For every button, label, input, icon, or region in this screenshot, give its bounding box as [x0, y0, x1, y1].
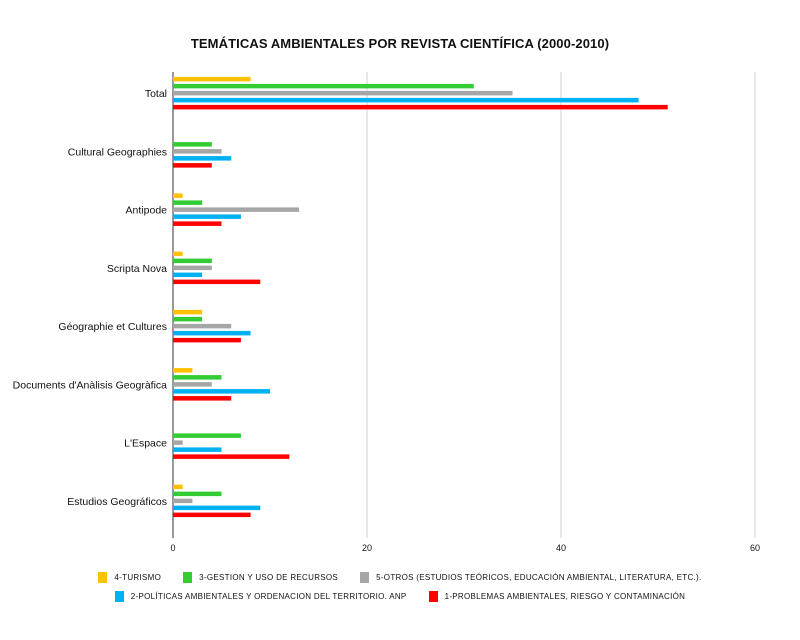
legend-label: 2-POLÍTICAS AMBIENTALES Y ORDENACION DEL… [130, 592, 407, 601]
legend-item: 4-TURISMO [98, 572, 161, 583]
x-tick-label: 0 [170, 543, 175, 553]
x-tick-label: 20 [362, 543, 372, 553]
legend-label: 1-PROBLEMAS AMBIENTALES, RIESGO Y CONTAM… [444, 592, 686, 601]
legend-swatch [428, 591, 438, 602]
bar [173, 83, 474, 89]
bar [173, 200, 203, 205]
category-label: Estudios Geográficos [67, 496, 167, 508]
legend-label: 3-GESTION Y USO DE RECURSOS [199, 573, 339, 582]
bars [173, 76, 668, 518]
chart-title: TEMÁTICAS AMBIENTALES POR REVISTA CIENTÍ… [190, 36, 610, 51]
category-labels: Total Cultural Geographies Antipode Scripta… [13, 88, 167, 508]
bar [173, 272, 203, 278]
legend-row: 2-POLÍTICAS AMBIENTALES Y ORDENACION DEL… [0, 591, 800, 602]
bar [173, 447, 222, 452]
legend-item: 3-GESTION Y USO DE RECURSOS [183, 572, 338, 583]
legend-label: 4-TURISMO [114, 573, 162, 582]
legend-swatch [114, 591, 124, 602]
legend-swatch [360, 572, 370, 583]
bar [173, 330, 251, 336]
bar [173, 505, 261, 511]
x-tick-label: 40 [556, 543, 566, 553]
category-label: Scripta Nova [107, 263, 167, 275]
bar [173, 454, 290, 459]
bar [173, 491, 222, 497]
gridlines [172, 72, 756, 538]
bar [173, 156, 232, 161]
bar [173, 512, 251, 518]
legend-swatch [183, 572, 193, 583]
bar [173, 368, 193, 373]
legend-item: 2-POLÍTICAS AMBIENTALES Y ORDENACION DEL… [114, 591, 407, 602]
category-label: Antipode [126, 205, 168, 217]
bar [173, 498, 193, 504]
bar [173, 265, 212, 271]
bar [173, 258, 212, 264]
bar [173, 337, 241, 343]
x-tick-label: 60 [750, 543, 760, 553]
bar [173, 440, 183, 445]
bar [173, 279, 261, 285]
category-label: L'Espace [124, 438, 167, 450]
legend-swatch [98, 572, 108, 583]
bar [173, 323, 232, 329]
bar [173, 251, 183, 257]
bar [173, 142, 212, 147]
bar-chart: Total Cultural Geographies Antipode Scripta… [13, 72, 760, 553]
legend-label: 5-OTROS (ESTUDIOS TEÓRICOS, EDUCACIÓN AM… [376, 573, 702, 582]
bar [173, 382, 212, 387]
legend: 4-TURISMO 3-GESTION Y USO DE RECURSOS 5-OT… [0, 572, 800, 610]
category-label: Documents d'Anàlisis Geogràfica [13, 379, 167, 391]
x-axis-ticks: 0 20 40 60 [170, 543, 760, 553]
bar [173, 433, 241, 438]
bar [173, 221, 222, 226]
bar [173, 207, 300, 212]
category-label: Total [145, 88, 167, 100]
category-label: Cultural Geographies [68, 146, 167, 158]
bar [173, 90, 513, 96]
legend-row: 4-TURISMO 3-GESTION Y USO DE RECURSOS 5-OT… [0, 572, 800, 583]
bar [173, 484, 183, 490]
legend-item: 1-PROBLEMAS AMBIENTALES, RIESGO Y CONTAM… [428, 591, 686, 602]
bar [173, 214, 241, 219]
bar [173, 104, 668, 110]
bar [173, 163, 212, 168]
category-label: Géographie et Cultures [58, 321, 167, 333]
legend-item: 5-OTROS (ESTUDIOS TEÓRICOS, EDUCACIÓN AM… [360, 572, 701, 583]
bar [173, 193, 183, 198]
bar [173, 316, 203, 322]
bar [173, 149, 222, 154]
bar [173, 97, 639, 103]
bar [173, 396, 232, 401]
bar [173, 76, 251, 82]
bar [173, 375, 222, 380]
bar [173, 309, 203, 315]
bar [173, 389, 270, 394]
